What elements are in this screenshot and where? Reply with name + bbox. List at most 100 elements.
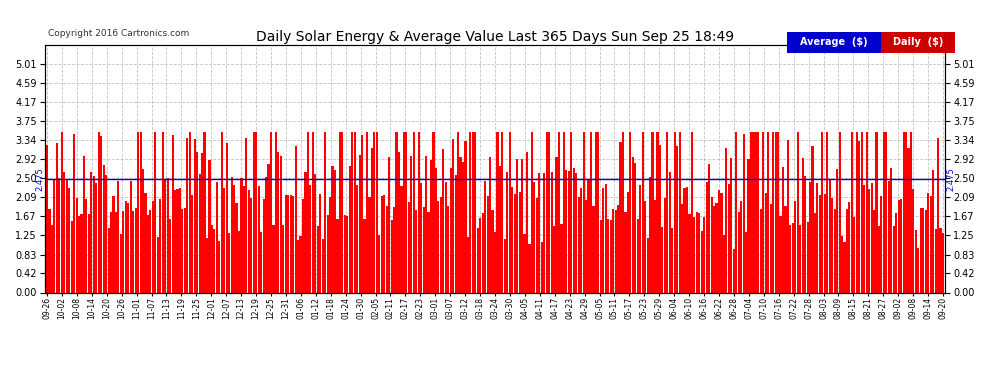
Bar <box>346 216 348 292</box>
Bar <box>420 183 422 292</box>
Bar <box>63 172 65 292</box>
Bar <box>282 225 284 292</box>
Bar <box>845 209 848 292</box>
Bar <box>905 132 907 292</box>
Bar <box>156 237 158 292</box>
Text: Copyright 2016 Cartronics.com: Copyright 2016 Cartronics.com <box>48 28 189 38</box>
Bar <box>772 132 774 292</box>
Bar <box>708 164 710 292</box>
Bar <box>814 213 816 292</box>
Bar <box>799 225 801 292</box>
Bar <box>865 132 867 292</box>
Bar <box>585 201 587 292</box>
Bar <box>602 188 604 292</box>
Bar <box>928 193 930 292</box>
Bar <box>696 212 698 292</box>
Bar <box>171 135 173 292</box>
Bar <box>575 172 577 292</box>
Bar <box>747 159 749 292</box>
Bar <box>248 190 249 292</box>
Bar <box>519 192 521 292</box>
Bar <box>250 198 252 292</box>
Bar <box>332 166 334 292</box>
Bar <box>140 132 142 292</box>
Bar <box>297 240 299 292</box>
Bar <box>356 185 358 292</box>
Bar <box>762 132 764 292</box>
Bar <box>863 185 865 292</box>
Bar <box>425 156 427 292</box>
Bar <box>767 132 769 292</box>
Bar <box>890 168 892 292</box>
Bar <box>393 207 395 292</box>
Bar <box>405 132 408 292</box>
Bar <box>688 214 690 292</box>
Text: Daily  ($): Daily ($) <box>893 37 943 47</box>
Bar <box>935 230 937 292</box>
Bar <box>93 176 95 292</box>
Bar <box>506 172 508 292</box>
Bar <box>83 156 85 292</box>
Bar <box>386 206 388 292</box>
Bar <box>174 190 176 292</box>
Bar <box>784 206 786 292</box>
Bar <box>736 132 738 292</box>
Bar <box>329 196 331 292</box>
Bar <box>435 168 437 292</box>
Bar <box>794 201 796 292</box>
Bar <box>186 138 188 292</box>
Bar <box>774 132 776 292</box>
Bar <box>716 203 718 292</box>
Bar <box>819 195 821 292</box>
Bar <box>410 156 413 292</box>
Bar <box>731 158 733 292</box>
Bar <box>135 209 137 292</box>
Bar <box>366 132 368 292</box>
Bar <box>834 209 836 292</box>
Bar <box>467 237 469 292</box>
Bar <box>671 228 673 292</box>
Bar <box>73 134 75 292</box>
Bar <box>900 199 902 292</box>
Bar <box>113 195 115 292</box>
Bar <box>661 227 663 292</box>
Bar <box>580 188 582 292</box>
Bar <box>344 215 346 292</box>
Bar <box>937 138 940 292</box>
Bar <box>499 166 501 292</box>
Bar <box>573 168 575 292</box>
Bar <box>130 181 132 292</box>
Bar <box>395 132 398 292</box>
Bar <box>750 132 752 292</box>
Bar <box>353 132 355 292</box>
Bar <box>50 225 53 292</box>
Bar <box>95 183 97 292</box>
Bar <box>275 132 277 292</box>
Bar <box>103 165 105 292</box>
Bar <box>832 198 834 292</box>
Bar <box>418 132 420 292</box>
Bar <box>839 132 841 292</box>
Bar <box>445 182 446 292</box>
Bar <box>55 142 57 292</box>
Bar <box>295 146 297 292</box>
Bar <box>223 188 226 292</box>
Bar <box>233 185 236 292</box>
Bar <box>752 132 754 292</box>
Bar <box>314 174 317 292</box>
Bar <box>287 195 289 292</box>
Bar <box>118 181 120 292</box>
Bar <box>482 213 484 292</box>
Bar <box>536 198 538 292</box>
Bar <box>920 208 922 292</box>
Bar <box>361 135 363 292</box>
Bar <box>703 217 705 292</box>
Bar <box>415 210 417 292</box>
Bar <box>723 236 725 292</box>
Bar <box>351 132 353 292</box>
Bar <box>895 213 897 292</box>
Bar <box>558 132 560 292</box>
Bar <box>65 180 67 292</box>
Bar <box>555 157 557 292</box>
Text: 2.475: 2.475 <box>36 168 45 191</box>
